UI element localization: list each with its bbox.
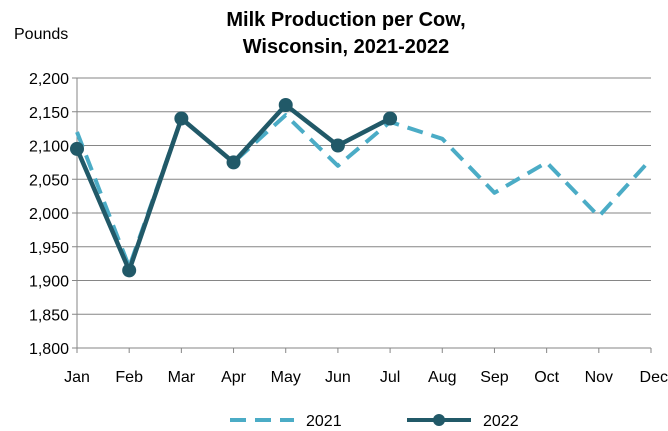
y-tick-label: 1,850 bbox=[29, 307, 69, 324]
x-tick-label: Jun bbox=[325, 369, 351, 386]
data-point-2022 bbox=[174, 111, 189, 126]
series-line-2022 bbox=[74, 102, 392, 273]
data-point-2022 bbox=[226, 155, 241, 170]
x-tick-label: Sep bbox=[480, 369, 509, 386]
y-tick-label: 2,000 bbox=[29, 206, 69, 223]
chart-title-line-1: Milk Production per Cow, bbox=[226, 9, 465, 31]
x-tick-label: Jul bbox=[380, 369, 400, 386]
legend-label: 2021 bbox=[306, 413, 342, 430]
x-axis-ticks: Jan Feb Mar Apr May Jun Jul Aug Sep Oct Nov Dec bbox=[64, 348, 668, 386]
chart-title-line-2: Wisconsin, 2021-2022 bbox=[243, 36, 450, 58]
series-line-2021 bbox=[75, 113, 653, 269]
x-tick-label: Oct bbox=[534, 369, 559, 386]
x-tick-label: Apr bbox=[221, 369, 247, 386]
legend-entry-2021: 2021 bbox=[230, 413, 342, 430]
y-tick-label: 2,050 bbox=[29, 172, 69, 189]
series-2021 bbox=[75, 113, 653, 269]
x-tick-label: Nov bbox=[585, 369, 613, 386]
y-tick-label: 1,900 bbox=[29, 274, 69, 291]
x-tick-label: Mar bbox=[168, 369, 196, 386]
series-2022 bbox=[70, 98, 398, 278]
data-point-2022 bbox=[383, 111, 398, 126]
x-tick-label: Dec bbox=[640, 369, 668, 386]
legend-entry-2022: 2022 bbox=[407, 413, 519, 430]
x-tick-label: Feb bbox=[115, 369, 143, 386]
series-layer bbox=[70, 98, 653, 278]
y-axis-ticks: 1,800 1,850 1,900 1,950 2,000 2,050 2,100 2,150… bbox=[29, 71, 77, 358]
x-tick-label: Jan bbox=[64, 369, 90, 386]
y-tick-label: 2,150 bbox=[29, 105, 69, 122]
gridlines bbox=[77, 77, 651, 349]
y-tick-label: 2,100 bbox=[29, 139, 69, 156]
data-point-2022 bbox=[330, 138, 345, 153]
data-point-2022 bbox=[70, 141, 84, 156]
y-axis-unit-label: Pounds bbox=[14, 26, 68, 43]
legend-marker bbox=[433, 414, 445, 426]
y-tick-label: 1,950 bbox=[29, 240, 69, 257]
y-tick-label: 2,200 bbox=[29, 71, 69, 88]
legend: 2021 2022 bbox=[230, 413, 519, 430]
x-tick-label: May bbox=[271, 369, 301, 386]
data-point-2022 bbox=[122, 263, 137, 278]
data-point-2022 bbox=[278, 98, 293, 112]
y-tick-label: 1,800 bbox=[29, 341, 69, 358]
x-tick-label: Aug bbox=[428, 369, 456, 386]
legend-label: 2022 bbox=[483, 413, 519, 430]
